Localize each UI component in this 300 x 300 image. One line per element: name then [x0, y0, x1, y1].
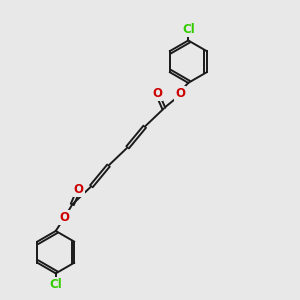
Text: O: O	[175, 87, 185, 100]
Text: O: O	[74, 183, 84, 196]
Text: Cl: Cl	[50, 278, 62, 291]
Text: O: O	[152, 87, 162, 100]
Text: Cl: Cl	[182, 23, 195, 36]
Text: O: O	[59, 211, 69, 224]
